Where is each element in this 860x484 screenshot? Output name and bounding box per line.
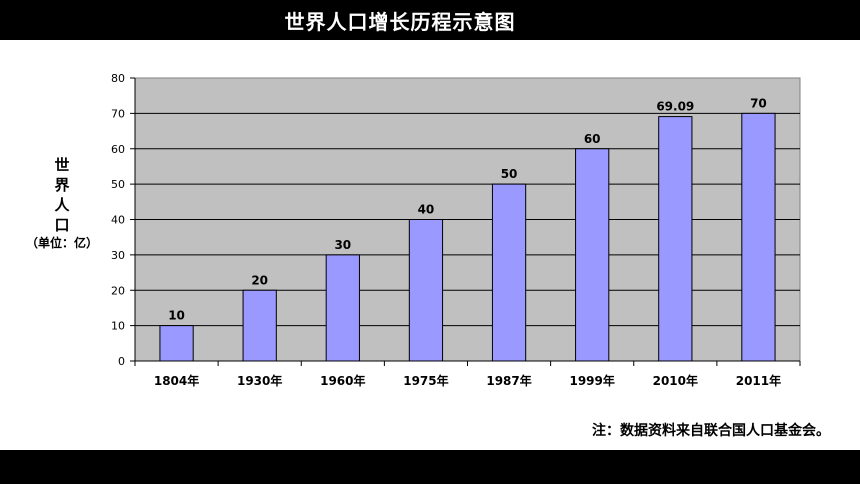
top-band xyxy=(0,0,860,40)
data-label: 30 xyxy=(334,238,351,252)
y-tick-label: 70 xyxy=(111,107,125,120)
bar-1975年 xyxy=(408,219,444,362)
data-label: 40 xyxy=(418,203,435,217)
data-label: 70 xyxy=(750,96,767,110)
y-axis-label: 世界人口 xyxy=(54,156,70,234)
bar-1804年 xyxy=(159,325,194,362)
page-title: 世界人口增长历程示意图 xyxy=(284,10,516,34)
y-tick-label: 50 xyxy=(111,178,125,191)
y-tick-label: 30 xyxy=(111,249,125,262)
data-label: 10 xyxy=(168,309,185,323)
bars xyxy=(159,112,776,362)
x-tick-label: 1975年 xyxy=(403,373,448,388)
y-tick-label: 0 xyxy=(118,355,125,368)
x-tick-label: 1987年 xyxy=(486,373,531,388)
data-label: 69.09 xyxy=(656,100,694,114)
y-axis-title: 世界人口 （单位：亿） xyxy=(26,156,98,250)
y-tick-label: 60 xyxy=(111,143,125,156)
y-axis-unit: （单位：亿） xyxy=(26,235,98,250)
bar-2010年 xyxy=(658,116,693,362)
bar-chart: 世界人口 （单位：亿） 0 10 20 30 40 50 60 70 80 10 20 30 40 50… xyxy=(26,72,801,388)
x-tick-label: 2010年 xyxy=(653,373,698,388)
data-label: 20 xyxy=(251,273,268,287)
x-tick-label: 1960年 xyxy=(320,373,365,388)
bar-1987年 xyxy=(491,183,527,362)
y-tick-label: 10 xyxy=(111,320,125,333)
bar-2011年 xyxy=(741,112,776,362)
bar-1960年 xyxy=(325,254,360,362)
data-label: 50 xyxy=(501,167,518,181)
bottom-band xyxy=(0,450,860,484)
y-tick-label: 20 xyxy=(111,284,125,297)
y-tick-label: 40 xyxy=(111,214,125,227)
x-tick-label: 1804年 xyxy=(154,373,199,388)
x-tick-label: 2011年 xyxy=(736,373,781,388)
data-labels: 10 20 30 40 50 60 69.09 70 xyxy=(168,96,767,322)
bar-1999年 xyxy=(575,148,610,362)
x-tick-label: 1930年 xyxy=(237,373,282,388)
y-tick-label: 80 xyxy=(111,72,125,85)
data-label: 60 xyxy=(584,132,601,146)
x-tick-labels: 1804年 1930年 1960年 1975年 1987年 1999年 2010年 2011年 xyxy=(134,361,801,388)
bar-1930年 xyxy=(242,289,277,362)
source-note: 注：数据资料来自联合国人口基金会。 xyxy=(592,423,830,439)
x-tick-label: 1999年 xyxy=(569,373,614,388)
